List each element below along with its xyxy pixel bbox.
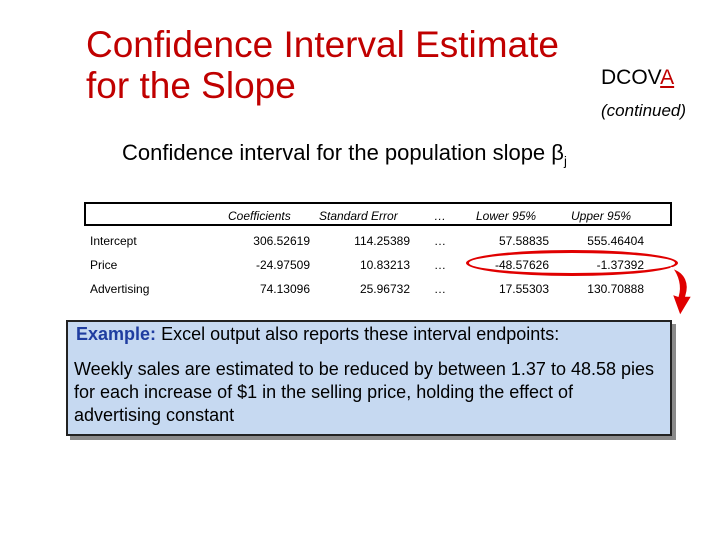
table-row-label: Advertising bbox=[90, 282, 150, 296]
example-callout: Example: Excel output also reports these… bbox=[66, 320, 672, 436]
subtitle: Confidence interval for the population s… bbox=[122, 140, 567, 168]
table-row-label: Intercept bbox=[90, 234, 137, 248]
header-lower-95: Lower 95% bbox=[476, 209, 537, 223]
table-cell-ellipsis: … bbox=[434, 234, 446, 248]
table-cell-lower: 17.55303 bbox=[498, 282, 549, 296]
price-interval-highlight-oval bbox=[466, 250, 678, 276]
header-coefficients: Coefficients bbox=[228, 209, 291, 223]
header-upper-95: Upper 95% bbox=[571, 209, 632, 223]
curved-arrow-icon bbox=[670, 266, 694, 318]
regression-table: Coefficients Standard Error … Lower 95% … bbox=[84, 202, 672, 300]
table-cell-coefficient: 74.13096 bbox=[259, 282, 310, 296]
table-row-label: Price bbox=[90, 258, 118, 272]
table-cell-ellipsis: … bbox=[434, 258, 446, 272]
header-standard-error: Standard Error bbox=[319, 209, 398, 223]
example-interpretation-text: Weekly sales are estimated to be reduced… bbox=[74, 359, 655, 425]
table-cell-lower: 57.58835 bbox=[498, 234, 549, 248]
dcova-prefix: DCOV bbox=[601, 66, 661, 89]
table-cell-ellipsis: … bbox=[434, 282, 446, 296]
subtitle-text: Confidence interval for the population s… bbox=[122, 140, 564, 165]
table-cell-coefficient: 306.52619 bbox=[253, 234, 310, 248]
slide-title-line1: Confidence Interval Estimate bbox=[86, 24, 560, 65]
slide-title: Confidence Interval Estimate for the Slo… bbox=[86, 24, 559, 106]
example-first-line: Example: Excel output also reports these… bbox=[76, 324, 559, 345]
header-ellipsis: … bbox=[434, 209, 446, 223]
table-cell-upper: 130.70888 bbox=[587, 282, 644, 296]
subtitle-subscript: j bbox=[563, 153, 567, 169]
table-cell-upper: 555.46404 bbox=[587, 234, 644, 248]
table-header-row bbox=[84, 202, 672, 226]
table-cell-std-error: 10.83213 bbox=[359, 258, 410, 272]
table-cell-std-error: 25.96732 bbox=[359, 282, 410, 296]
table-cell-std-error: 114.25389 bbox=[354, 234, 410, 248]
dcova-accent-letter: A bbox=[660, 66, 675, 89]
example-intro-text: Excel output also reports these interval… bbox=[161, 324, 560, 344]
slide-title-line2: for the Slope bbox=[86, 65, 296, 106]
continued-label: (continued) bbox=[601, 101, 687, 120]
dcova-badge: DCOVA bbox=[601, 66, 674, 90]
table-cell-coefficient: -24.97509 bbox=[255, 258, 310, 272]
example-label: Example: bbox=[76, 324, 157, 344]
